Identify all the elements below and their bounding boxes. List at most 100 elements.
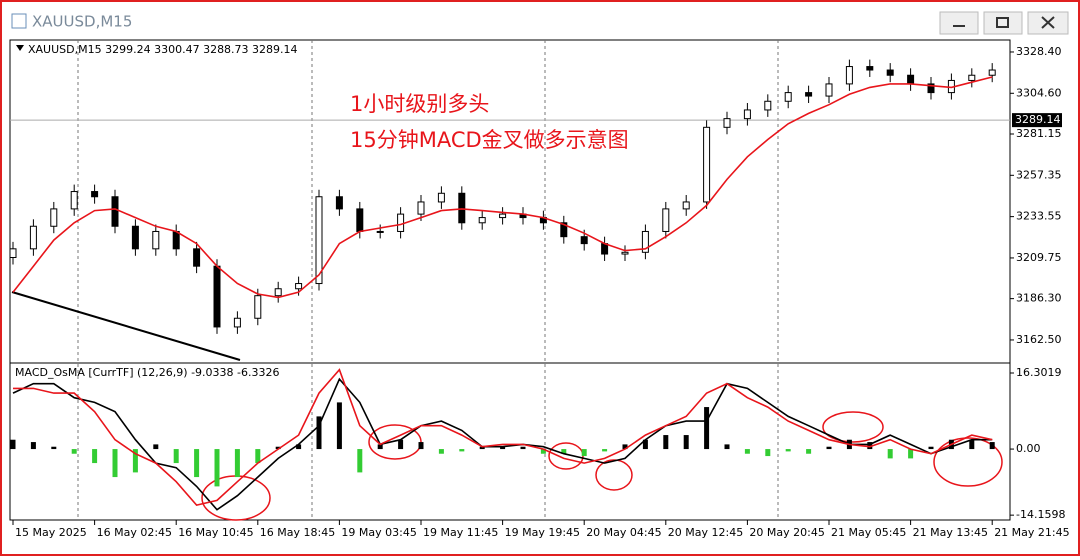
window-icon [11,13,27,29]
candle-body [886,69,894,76]
highlight-circle [595,459,633,491]
x-tick-label: 19 May 03:45 [341,526,416,539]
candle-body [335,196,343,210]
histogram-bar [520,446,526,450]
candle-body [621,251,629,255]
trend-line [11,291,241,361]
histogram-bar [765,449,771,457]
candle-body [213,265,221,328]
candle-body [274,288,282,297]
histogram-bar [683,435,689,450]
candle-body [70,191,78,210]
candle-body [478,217,486,224]
x-tick-label: 20 May 04:45 [586,526,661,539]
highlight-circle [822,411,884,443]
candle-body [50,208,58,227]
y-tick-label: -14.1598 [1016,508,1065,521]
candle-body [927,83,935,94]
histogram-bar [969,439,975,450]
histogram-bar [194,449,200,478]
y-tick-label: 0.00 [1016,442,1041,455]
candle-body [805,92,813,97]
candle-body [9,248,17,259]
x-tick-label: 15 May 2025 [15,526,87,539]
candle-body [458,192,466,224]
annotation: 15分钟MACD金叉做多示意图 [350,128,629,152]
histogram-bar [275,446,281,450]
histogram-bar [826,446,832,450]
histogram-bar [867,442,873,450]
histogram-bar [459,449,465,452]
histogram-bar [30,442,36,450]
plot-frame [9,39,1011,521]
x-tick-label: 19 May 19:45 [505,526,580,539]
histogram-bar [642,439,648,450]
candle-body [172,230,180,250]
candle-body [376,230,384,233]
x-tick-label: 16 May 02:45 [97,526,172,539]
candle-body [91,191,99,198]
histogram-bar [724,444,730,450]
x-tick-label: 20 May 12:45 [668,526,743,539]
candle-body [580,236,588,245]
x-tick-label: 16 May 10:45 [178,526,253,539]
histogram-bar [51,446,57,450]
candle-body [29,225,37,250]
histogram-bar [132,449,138,473]
indicator-line [13,368,993,506]
candle-body [193,248,201,267]
maximize-button[interactable] [983,11,1023,35]
histogram-bar [173,449,179,464]
candle-body [356,208,364,232]
histogram-bar [908,449,914,459]
indicator-line [12,377,993,511]
y-tick-label: 3328.40 [1016,45,1062,58]
histogram-bar [377,444,383,450]
histogram-bar [928,446,934,450]
histogram-bar [336,402,342,450]
histogram-bar [357,449,363,473]
histogram-bar [744,449,750,454]
y-tick-label: 3281.15 [1016,127,1062,140]
x-tick-label: 16 May 18:45 [260,526,335,539]
candle-body [743,109,751,120]
current-price-box [1012,113,1062,128]
histogram-bar [153,444,159,450]
histogram-bar [581,449,587,457]
histogram-bar [71,449,77,454]
x-tick-label: 21 May 21:45 [994,526,1069,539]
candle-body [825,83,833,97]
histogram-bar [785,449,791,452]
histogram-bar [234,449,240,478]
histogram-bar [887,449,893,459]
candle-body [397,213,405,232]
candle-body [560,222,568,238]
histogram-bar [806,449,812,454]
histogram-bar [438,449,444,454]
minimize-button[interactable] [939,11,979,35]
histogram-bar [989,442,995,450]
x-tick-label: 20 May 20:45 [749,526,824,539]
moving-average [12,76,993,299]
histogram-bar [479,446,485,450]
x-tick-label: 19 May 11:45 [423,526,498,539]
candle-body [723,118,731,128]
highlight-circle [368,424,422,460]
candle-body [988,69,996,76]
histogram-bar [418,442,424,450]
histogram-bar [663,435,669,450]
candle-body [907,74,915,85]
maximize-icon [996,17,1009,28]
candle-body [682,201,690,210]
histogram-bar [112,449,118,478]
price-legend: XAUUSD,M15 3299.24 3300.47 3288.73 3289.… [28,43,298,56]
legend-arrow [16,45,24,51]
candle-body [295,283,303,290]
window-title: XAUUSD,M15 [32,13,132,31]
y-tick-label: 3233.55 [1016,210,1062,223]
macd-legend: MACD_OsMA [CurrTF] (12,26,9) -9.0338 -6.… [15,366,279,379]
chart-layer: 3328.40 3304.60 3281.15 3257.35 3233.55 3209.… [9,45,1070,539]
x-tick-label: 21 May 13:45 [913,526,988,539]
histogram-bar [296,444,302,450]
